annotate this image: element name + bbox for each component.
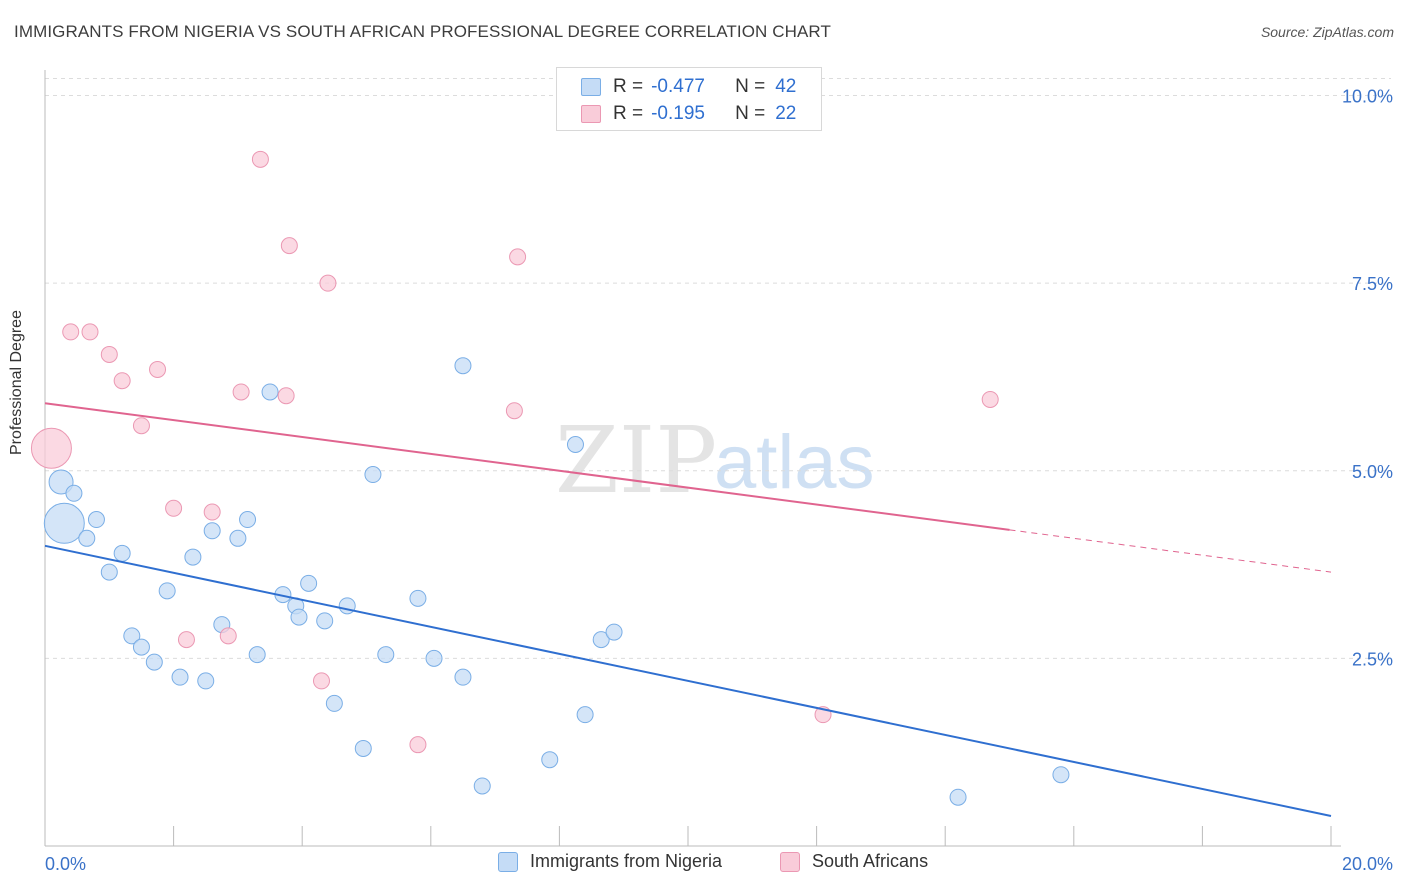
- nigeria-point: [290, 608, 308, 626]
- south-african-point: [232, 383, 250, 401]
- nigeria-point: [541, 751, 559, 769]
- r-label: R =: [613, 103, 644, 124]
- south-african-point: [113, 372, 131, 390]
- nigeria-point: [145, 653, 163, 671]
- n-label: N =: [735, 76, 766, 97]
- r-label: R =: [613, 76, 644, 97]
- nigeria-point: [454, 357, 472, 375]
- correlation-legend: R = -0.477 N = 42 R = -0.195 N = 22: [556, 67, 822, 131]
- nigeria-point: [409, 589, 427, 607]
- nigeria-point: [576, 706, 594, 724]
- south-african-point: [319, 274, 337, 292]
- nigeria-point: [87, 511, 105, 529]
- nigeria-point: [229, 529, 247, 547]
- legend-row-nigeria: R = -0.477 N = 42: [581, 74, 796, 100]
- nigeria-point: [197, 672, 215, 690]
- south-african-point: [277, 387, 295, 405]
- nigeria-point: [132, 638, 150, 656]
- nigeria-point: [248, 646, 266, 664]
- nigeria-point: [377, 646, 395, 664]
- south-african-point: [81, 323, 99, 341]
- x-tick-label: 20.0%: [1342, 854, 1393, 874]
- south-african-point: [30, 427, 72, 469]
- south-african-point: [409, 736, 427, 754]
- south-african-point: [203, 503, 221, 521]
- south-african-point: [981, 390, 999, 408]
- y-axis-label: Professional Degree: [8, 310, 25, 455]
- legend-row-south-africans: R = -0.195 N = 22: [581, 101, 796, 127]
- south-african-trendline-extension: [1009, 529, 1332, 573]
- nigeria-point: [113, 544, 131, 562]
- nigeria-point: [949, 788, 967, 806]
- source-label: Source: ZipAtlas.com: [1260, 24, 1394, 40]
- south-african-point: [165, 499, 183, 517]
- legend-swatch-blue: [581, 78, 601, 96]
- n-value: 22: [775, 103, 797, 124]
- x-tick-label: 0.0%: [45, 854, 86, 874]
- n-value: 42: [775, 76, 797, 97]
- south-african-point: [280, 237, 298, 255]
- nigeria-point: [454, 668, 472, 686]
- south-african-point: [312, 672, 330, 690]
- legend-swatch-pink: [581, 105, 601, 123]
- nigeria-point: [239, 511, 257, 529]
- south-african-point: [100, 345, 118, 363]
- legend-item-south-africans[interactable]: South Africans: [780, 851, 928, 872]
- nigeria-point: [171, 668, 189, 686]
- watermark-atlas: atlas: [714, 420, 875, 505]
- nigeria-point: [78, 529, 96, 547]
- nigeria-point: [184, 548, 202, 566]
- south-african-point: [219, 627, 237, 645]
- y-tick-label: 7.5%: [1352, 274, 1393, 294]
- nigeria-point: [65, 484, 83, 502]
- nigeria-point: [605, 623, 623, 641]
- nigeria-point: [1052, 766, 1070, 784]
- n-label: N =: [735, 103, 766, 124]
- south-african-point: [62, 323, 80, 341]
- r-value: -0.477: [651, 76, 705, 97]
- nigeria-point: [123, 627, 141, 645]
- nigeria-point: [473, 777, 491, 795]
- nigeria-point: [203, 522, 221, 540]
- nigeria-point: [425, 649, 443, 667]
- nigeria-trendline: [44, 544, 1332, 817]
- y-tick-label: 10.0%: [1342, 87, 1393, 107]
- legend-swatch-blue: [498, 851, 518, 872]
- nigeria-point: [316, 612, 334, 630]
- south-african-trendline: [44, 402, 1010, 531]
- nigeria-point: [100, 563, 118, 581]
- south-african-point: [149, 360, 167, 378]
- south-african-point: [251, 150, 269, 168]
- nigeria-point: [158, 582, 176, 600]
- nigeria-point: [261, 383, 279, 401]
- r-value: -0.195: [651, 103, 705, 124]
- south-african-point: [177, 631, 195, 649]
- nigeria-point: [48, 469, 74, 495]
- nigeria-point: [364, 466, 382, 484]
- y-tick-label: 2.5%: [1352, 649, 1393, 669]
- nigeria-point: [354, 739, 372, 757]
- y-tick-label: 5.0%: [1352, 462, 1393, 482]
- legend-label: South Africans: [812, 851, 929, 871]
- legend-item-nigeria[interactable]: Immigrants from Nigeria: [498, 851, 722, 872]
- legend-label: Immigrants from Nigeria: [530, 851, 723, 871]
- legend-swatch-pink: [780, 851, 800, 872]
- nigeria-point: [566, 435, 584, 453]
- chart-title: IMMIGRANTS FROM NIGERIA VS SOUTH AFRICAN…: [14, 22, 831, 41]
- series-legend: Immigrants from Nigeria South Africans: [0, 851, 1406, 879]
- south-african-point: [505, 402, 523, 420]
- nigeria-point: [325, 694, 343, 712]
- nigeria-point: [592, 631, 610, 649]
- watermark-zip: ZIP: [555, 407, 717, 514]
- south-african-point: [509, 248, 527, 266]
- nigeria-point: [300, 574, 318, 592]
- nigeria-point: [43, 502, 85, 544]
- south-african-point: [132, 417, 150, 435]
